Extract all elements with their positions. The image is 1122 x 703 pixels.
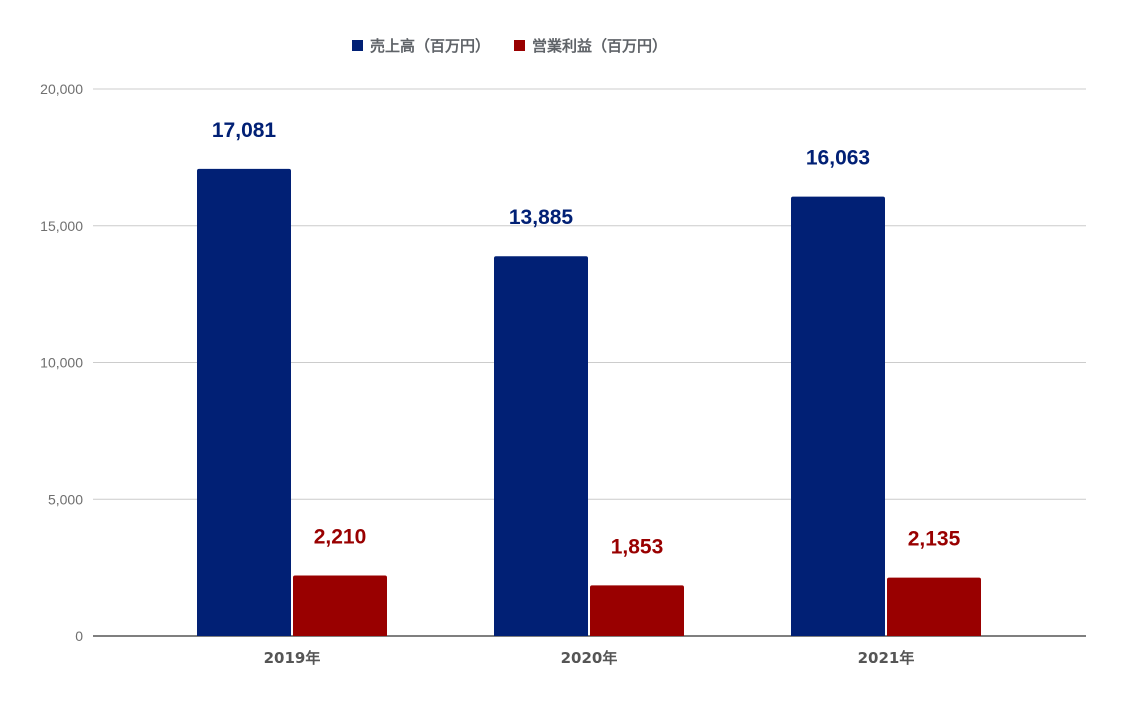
data-label-operating-profit: 2,135 — [908, 528, 961, 551]
bar-operating-profit — [293, 575, 387, 636]
bar-operating-profit — [590, 585, 684, 636]
legend-swatch-operating-profit — [514, 40, 525, 51]
bars — [197, 168, 981, 637]
x-axis-tick-labels: 2019年 2020年 2021年 — [264, 649, 915, 667]
bar-sales — [197, 168, 291, 636]
bar-operating-profit — [887, 577, 981, 636]
legend-label-operating-profit: 営業利益（百万円） — [532, 37, 667, 55]
legend-swatch-sales — [352, 40, 363, 51]
bar-base-fill — [791, 633, 885, 636]
bar-sales — [494, 256, 588, 636]
bar-base-fill — [887, 633, 981, 636]
x-tick-label: 2020年 — [561, 649, 618, 667]
data-labels: 17,081 13,885 16,063 2,210 1,853 2,135 — [212, 119, 961, 558]
x-tick-label: 2019年 — [264, 649, 321, 667]
legend-label-sales: 売上高（百万円） — [370, 37, 490, 55]
y-axis-tick-labels: 0 5,000 10,000 15,000 20,000 — [40, 81, 83, 644]
data-label-operating-profit: 2,210 — [314, 526, 367, 549]
bar-base-fill — [293, 633, 387, 636]
y-tick-label: 15,000 — [40, 218, 83, 234]
bar-sales — [791, 196, 885, 637]
legend: 売上高（百万円） 営業利益（百万円） — [352, 37, 667, 55]
y-tick-label: 5,000 — [48, 491, 83, 507]
data-label-sales: 16,063 — [806, 147, 870, 170]
x-tick-label: 2021年 — [858, 649, 915, 667]
data-label-sales: 17,081 — [212, 119, 277, 142]
y-tick-label: 10,000 — [40, 355, 83, 371]
y-tick-label: 0 — [75, 628, 83, 644]
data-label-operating-profit: 1,853 — [611, 535, 664, 558]
y-tick-label: 20,000 — [40, 81, 83, 97]
bar-base-fill — [197, 633, 291, 636]
bar-base-fill — [494, 633, 588, 636]
data-label-sales: 13,885 — [509, 206, 574, 229]
bar-base-fill — [590, 633, 684, 636]
